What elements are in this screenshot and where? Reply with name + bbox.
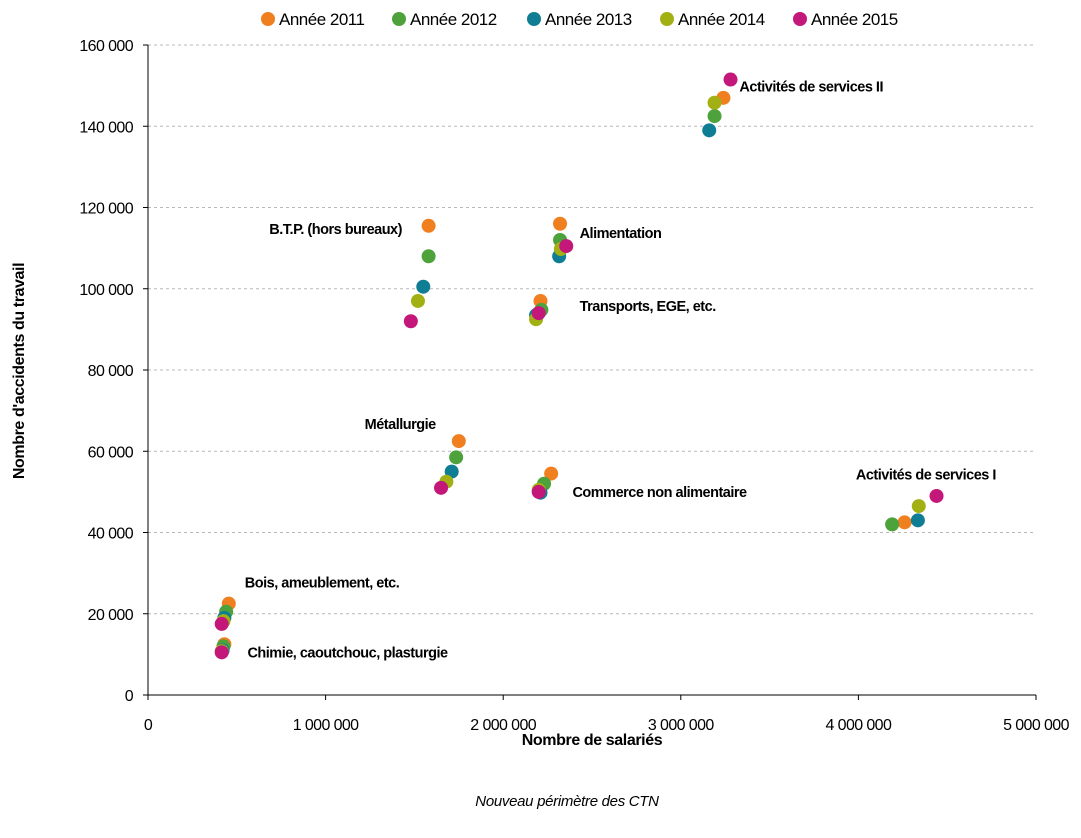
y-tick-label: 40 000 (88, 526, 134, 543)
legend-marker (392, 12, 406, 26)
data-point-ann-e-2012 (421, 249, 436, 264)
y-tick-label: 140 000 (79, 119, 133, 136)
group-label: Activités de services II (739, 80, 883, 96)
data-point-ann-e-2015 (214, 645, 229, 660)
data-point-ann-e-2015 (403, 314, 418, 329)
data-point-ann-e-2015 (531, 484, 546, 499)
data-point-ann-e-2014 (911, 499, 926, 514)
data-point-ann-e-2014 (707, 95, 722, 110)
data-point-ann-e-2011 (897, 515, 912, 530)
group-label: Bois, ameublement, etc. (245, 575, 400, 591)
data-point-ann-e-2015 (214, 616, 229, 631)
legend-marker (660, 12, 674, 26)
data-point-ann-e-2011 (544, 466, 559, 481)
group-label: Commerce non alimentaire (572, 485, 747, 501)
data-points (214, 72, 944, 660)
x-tick-label: 0 (144, 717, 153, 734)
legend-label: Année 2013 (545, 10, 632, 29)
data-point-ann-e-2012 (707, 109, 722, 124)
footnote: Nouveau périmètre des CTN (475, 793, 659, 810)
group-label: B.T.P. (hors bureaux) (269, 222, 402, 238)
x-tick-label: 1 000 000 (293, 717, 359, 734)
legend-marker (793, 12, 807, 26)
y-tick-label: 60 000 (88, 444, 134, 461)
group-label: Transports, EGE, etc. (580, 299, 717, 315)
y-tick-label: 120 000 (79, 201, 133, 218)
y-axis-title: Nombre d'accidents du travail (11, 263, 28, 479)
group-label: Alimentation (580, 226, 662, 242)
x-tick-label: 2 000 000 (470, 717, 536, 734)
group-labels: Activités de services II B.T.P. (hors bur… (245, 80, 997, 662)
x-axis-ticks: 0 1 000 000 2 000 000 3 000 000 4 000 000 5 0… (144, 695, 1070, 734)
x-tick-label: 4 000 000 (826, 717, 892, 734)
data-point-ann-e-2015 (723, 72, 738, 87)
data-point-ann-e-2012 (885, 517, 900, 532)
legend-label: Année 2015 (811, 10, 898, 29)
legend-marker (261, 12, 275, 26)
x-tick-label: 3 000 000 (648, 717, 714, 734)
data-point-ann-e-2015 (929, 488, 944, 503)
gridlines (148, 44, 1036, 615)
x-axis-title: Nombre de salariés (522, 732, 663, 749)
data-point-ann-e-2014 (410, 293, 425, 308)
legend-label: Année 2012 (410, 10, 497, 29)
x-tick-label: 5 000 000 (1003, 717, 1069, 734)
y-tick-label: 100 000 (79, 282, 133, 299)
data-point-ann-e-2013 (416, 279, 431, 294)
data-point-ann-e-2011 (451, 434, 466, 449)
group-label: Métallurgie (365, 417, 436, 433)
group-label: Activités de services I (856, 468, 997, 484)
data-point-ann-e-2011 (421, 218, 436, 233)
legend-label: Année 2014 (678, 10, 765, 29)
y-tick-label: 0 (125, 688, 134, 705)
data-point-ann-e-2015 (531, 306, 546, 321)
group-label: Chimie, caoutchouc, plasturgie (247, 646, 448, 662)
data-point-ann-e-2011 (553, 216, 568, 231)
legend-marker (527, 12, 541, 26)
y-tick-label: 20 000 (88, 607, 134, 624)
data-point-ann-e-2013 (910, 513, 925, 528)
legend-label: Année 2011 (279, 10, 364, 29)
data-point-ann-e-2015 (434, 480, 449, 495)
data-point-ann-e-2013 (702, 123, 717, 138)
y-tick-label: 80 000 (88, 363, 134, 380)
y-axis-ticks: 0 20 000 40 000 60 000 80 000 100 000 120 000 1… (79, 38, 148, 705)
legend: Année 2011 Année 2012 Année 2013 Année 2014… (261, 10, 898, 29)
data-point-ann-e-2015 (559, 239, 574, 254)
data-point-ann-e-2012 (449, 450, 464, 465)
y-tick-label: 160 000 (79, 38, 133, 55)
